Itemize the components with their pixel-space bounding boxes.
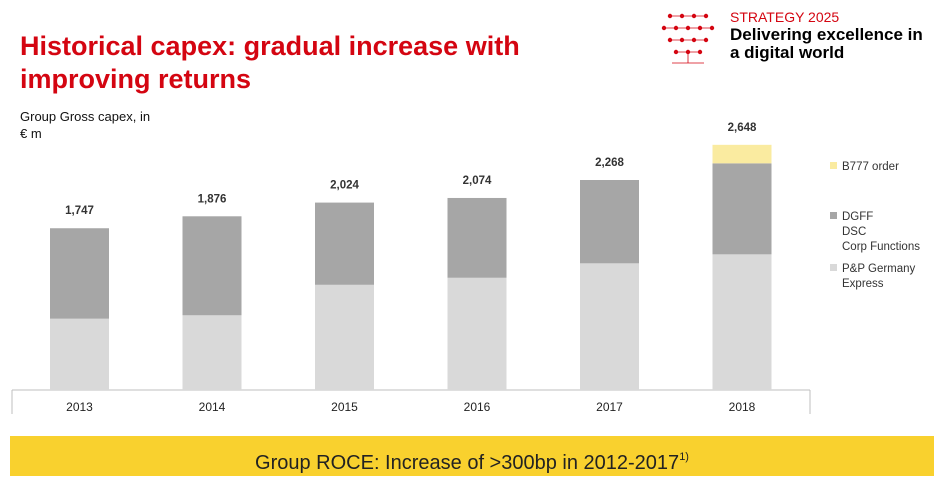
banner-text: Group ROCE: Increase of >300bp in 2012-2… [255,452,680,474]
bar-2016-series-1 [447,197,507,278]
category-label-2016: 2016 [464,400,491,414]
roce-banner: Group ROCE: Increase of >300bp in 2012-2… [10,436,934,476]
category-label-2013: 2013 [66,400,93,414]
legend-swatch-2 [830,162,837,169]
banner-footnote: 1) [679,451,689,463]
bar-2013-series-0 [50,318,109,390]
total-label-2015: 2,024 [330,180,359,192]
bar-2017-series-1 [580,180,639,264]
bar-2014-series-0 [182,315,242,390]
legend-label-0-0: P&P Germany [842,263,916,275]
legend-label-1-0: DGFF [842,211,873,223]
category-label-2017: 2017 [596,400,623,414]
bar-2018-series-2 [712,144,772,164]
tagline: Delivering excellence in a digital world [730,25,923,62]
legend-label-2-0: B777 order [842,161,899,173]
legend-label-0-1: Express [842,278,884,290]
total-label-2013: 1,747 [65,205,94,217]
capex-stacked-bar-chart: 1,747 2013 1,876 2014 2,024 2015 2,074 2016 2,26… [11,122,920,414]
bar-2013-series-1 [50,228,109,319]
category-label-2018: 2018 [729,400,756,414]
bar-2017-series-0 [580,263,639,390]
legend-swatch-1 [830,212,837,219]
total-label-2018: 2,648 [728,122,757,134]
legend-label-1-2: Corp Functions [842,241,920,253]
legend-label-1-1: DSC [842,226,866,238]
total-label-2017: 2,268 [595,157,624,169]
strategy-label: STRATEGY 2025 [730,9,840,25]
bar-2018-series-0 [712,254,772,390]
bar-2015-series-1 [315,202,374,285]
category-label-2015: 2015 [331,400,358,414]
bar-2016-series-0 [447,277,507,390]
page-title: Historical capex: gradual increase with … [20,31,520,94]
bar-2014-series-1 [182,216,242,316]
legend-swatch-0 [830,264,837,271]
category-label-2014: 2014 [199,400,226,414]
bar-2015-series-0 [315,284,374,390]
bar-2018-series-1 [712,163,772,255]
total-label-2014: 1,876 [198,193,227,205]
total-label-2016: 2,074 [463,175,492,187]
y-axis-label: Group Gross capex, in € m [20,109,151,141]
star-grid-logo-icon [661,13,715,64]
